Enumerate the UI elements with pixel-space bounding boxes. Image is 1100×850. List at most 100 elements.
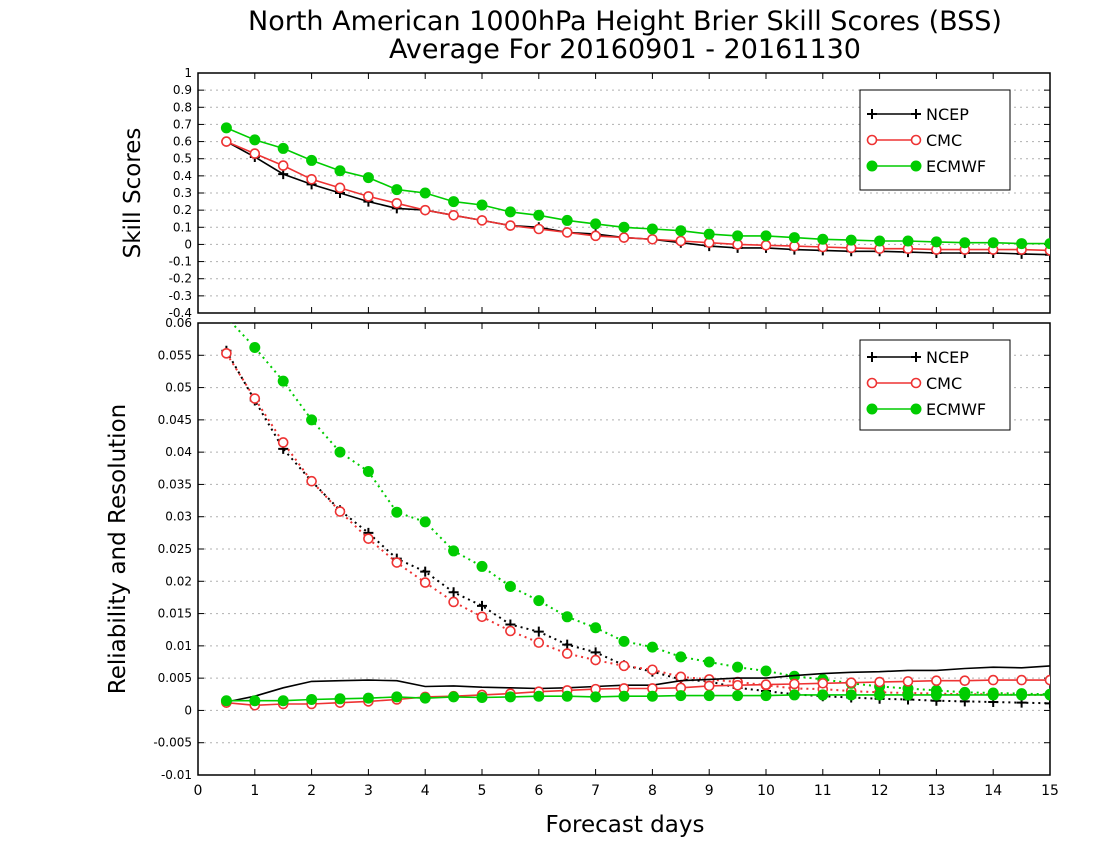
bottom-point-ecmwf-resolution	[476, 560, 488, 572]
xtick-label: 11	[814, 783, 832, 799]
top-point-cmc	[448, 209, 459, 221]
bottom-point-ecmwf-reliability	[362, 692, 374, 704]
top-point-ecmwf	[306, 154, 318, 166]
top-ytick-label: 0.4	[173, 169, 192, 183]
top-point-ecmwf	[362, 172, 374, 184]
xtick-label: 8	[648, 783, 657, 799]
top-legend-label-ecmwf: ECMWF	[926, 157, 986, 176]
bottom-point-cmc-resolution	[334, 506, 346, 517]
bottom-point-ecmwf-reliability	[1044, 689, 1050, 701]
bottom-point-cmc-reliability	[1044, 674, 1050, 686]
bottom-point-cmc-reliability	[959, 675, 971, 687]
xtick-label: 0	[194, 783, 203, 799]
top-point-ecmwf	[533, 209, 545, 221]
top-point-cmc	[391, 197, 403, 209]
bottom-point-ecmwf-reliability	[249, 695, 261, 707]
bottom-point-ecmwf-reliability	[533, 690, 545, 702]
top-point-ecmwf	[1044, 238, 1050, 250]
top-ytick-label: -0.1	[169, 255, 192, 269]
x-axis-label: Forecast days	[546, 812, 705, 838]
top-point-cmc	[647, 233, 658, 245]
bottom-point-cmc-resolution	[448, 596, 459, 608]
bottom-point-cmc-resolution	[277, 437, 289, 448]
bottom-point-ecmwf-resolution	[504, 580, 516, 592]
bottom-point-ecmwf-resolution	[277, 375, 289, 387]
bottom-point-ecmwf-resolution	[334, 446, 346, 458]
bottom-point-ecmwf-reliability	[1016, 689, 1028, 701]
top-ytick-label: 0.5	[173, 152, 192, 166]
bottom-series-line-cmc-resolution	[225, 352, 1050, 696]
top-legend-marker	[910, 134, 922, 146]
bottom-series-group	[220, 323, 1050, 711]
bottom-point-ecmwf-reliability	[902, 689, 914, 701]
top-point-cmc	[561, 227, 573, 238]
top-ytick-label: 0.2	[173, 203, 192, 217]
reliability-resolution-panel: -0.01 -0.005 0 0.005 0.01 0.015 0.02 0.025 0.03 0…	[105, 316, 1059, 799]
bottom-point-ecmwf-reliability	[675, 690, 687, 702]
top-point-cmc	[221, 136, 232, 147]
xtick-label: 5	[478, 783, 487, 799]
bottom-point-ecmwf-resolution	[249, 342, 261, 354]
top-point-ecmwf	[675, 225, 687, 237]
bottom-legend-marker	[910, 403, 922, 415]
bottom-point-cmc-resolution	[505, 625, 516, 637]
bottom-ytick-label: 0.05	[165, 381, 192, 395]
bottom-point-ecmwf-reliability	[618, 690, 630, 702]
top-point-cmc	[618, 232, 630, 243]
bottom-point-ncep-resolution	[477, 600, 487, 611]
chart-title-line1: North American 1000hPa Height Brier Skil…	[248, 6, 1002, 37]
top-point-cmc	[533, 223, 545, 235]
bottom-ytick-label: 0.03	[165, 510, 192, 524]
bottom-point-ecmwf-reliability	[760, 690, 772, 702]
bottom-ytick-label: -0.01	[161, 768, 192, 782]
top-ytick-label: 0.6	[173, 135, 192, 149]
top-point-ecmwf	[959, 237, 971, 249]
bottom-legend-marker	[910, 377, 922, 389]
bottom-point-ecmwf-reliability	[959, 689, 971, 701]
top-point-ecmwf	[732, 230, 744, 242]
bottom-point-cmc-reliability	[987, 674, 999, 686]
xtick-label: 9	[705, 783, 714, 799]
bottom-point-cmc-reliability	[902, 676, 914, 687]
bottom-legend-marker	[866, 403, 878, 415]
bottom-point-cmc-reliability	[817, 678, 829, 689]
top-point-ecmwf	[902, 235, 914, 247]
bottom-point-cmc-reliability	[874, 676, 885, 688]
bottom-point-cmc-resolution	[561, 648, 573, 659]
bottom-point-cmc-resolution	[618, 660, 630, 672]
bottom-point-cmc-reliability	[845, 677, 857, 688]
bottom-point-ncep-resolution	[533, 626, 544, 637]
top-ytick-label: 0.1	[173, 220, 192, 234]
bottom-point-cmc-resolution	[647, 664, 658, 676]
bottom-point-ecmwf-resolution	[646, 641, 658, 653]
bottom-frame	[197, 322, 1051, 776]
bottom-y-axis-label: Reliability and Resolution	[105, 404, 131, 694]
top-point-ecmwf	[930, 236, 942, 248]
bottom-point-cmc-reliability	[931, 675, 942, 687]
bottom-legend-marker	[866, 377, 878, 389]
bottom-point-cmc-resolution	[476, 611, 488, 623]
bottom-point-ecmwf-reliability	[419, 692, 431, 704]
bottom-point-ecmwf-reliability	[703, 690, 715, 702]
top-legend-marker	[911, 109, 921, 119]
xtick-label: 15	[1041, 783, 1059, 799]
top-legend: NCEP CMC ECMWF	[859, 89, 1011, 191]
bottom-ytick-label: -0.005	[153, 736, 192, 750]
top-point-ncep	[1045, 249, 1050, 260]
xtick-label: 12	[871, 783, 889, 799]
bottom-ytick-label: 0.02	[165, 574, 192, 588]
bottom-ytick-label: 0.015	[158, 607, 192, 621]
top-point-cmc	[334, 182, 346, 194]
bottom-point-ecmwf-reliability	[732, 690, 744, 702]
xtick-label: 13	[927, 783, 945, 799]
bottom-point-ecmwf-resolution	[590, 622, 602, 634]
bottom-legend-label-ncep: NCEP	[926, 348, 969, 367]
bottom-point-ecmwf-reliability	[788, 689, 800, 701]
bottom-point-ecmwf-resolution	[391, 506, 403, 518]
bottom-point-ecmwf-resolution	[760, 665, 772, 677]
bottom-point-cmc-resolution	[533, 637, 545, 648]
top-point-ecmwf	[391, 184, 403, 196]
bottom-point-cmc-resolution	[590, 654, 601, 666]
top-point-cmc	[419, 204, 431, 216]
